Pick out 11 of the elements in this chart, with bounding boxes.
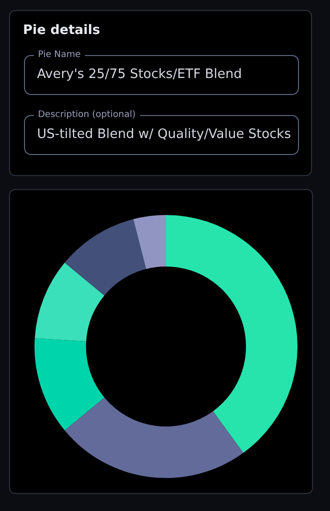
text: Pie Name: [34, 49, 85, 61]
text: Description (optional): [34, 109, 140, 121]
donut-slice: [34, 338, 104, 430]
text: US-tilted Blend w/ Quality/Value Stocks: [37, 127, 291, 143]
donut-slice: [34, 262, 104, 342]
donut-slice: [64, 397, 244, 478]
donut-slice: [133, 215, 166, 270]
donut-slice: [64, 219, 146, 296]
donut-slice: [166, 215, 298, 453]
text: Avery's 25/75 Stocks/ETF Blend: [37, 67, 242, 83]
text: Pie details: [23, 23, 100, 38]
